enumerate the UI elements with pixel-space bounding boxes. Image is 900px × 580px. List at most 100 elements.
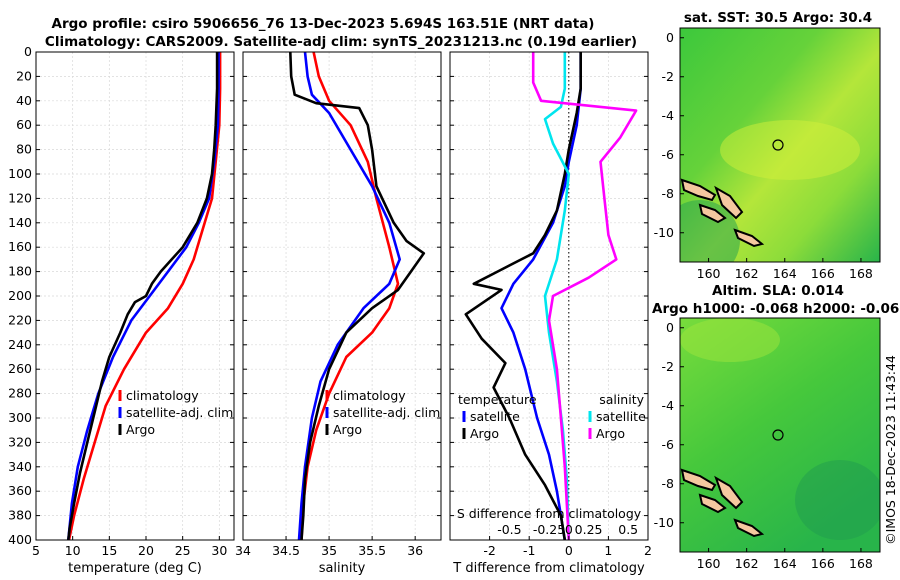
imos-timestamp: ©IMOS 18-Dec-2023 11:43:44	[883, 355, 898, 545]
y-tick-label: 40	[16, 93, 32, 108]
y-tick-label: 200	[8, 288, 32, 303]
series-line-argo	[67, 52, 219, 541]
sla-map-title: Altim. SLA: 0.014	[712, 283, 844, 299]
y-tick-label: 380	[8, 508, 32, 523]
salinity-diff-tick-label: 0.5	[618, 522, 638, 537]
salinity-diff-tick-label: 0.25	[575, 522, 603, 537]
map-y-tick-label: 0	[666, 30, 674, 45]
sla-map-frame	[679, 317, 881, 553]
series-line-climatology	[300, 51, 400, 541]
y-tick-label: 240	[8, 337, 32, 352]
x-axis-label: salinity	[319, 561, 366, 576]
x-tick-label: 10	[65, 543, 81, 558]
x-tick-label: 0	[565, 543, 573, 558]
sst-cool-patch	[680, 200, 740, 262]
sla-map-panel: Altim. SLA: 0.014 Argo h1000: -0.068 h20…	[652, 283, 900, 571]
map-x-tick-label: 168	[849, 266, 873, 281]
x-tick-label: 35.5	[358, 543, 386, 558]
series-line-climatology	[67, 52, 222, 541]
sla-island-2	[698, 493, 727, 514]
sst-island-3	[714, 185, 744, 220]
map-y-tick-label: -4	[662, 108, 675, 123]
y-tick-label: 360	[8, 483, 32, 498]
legend-title-salinity: salinity	[599, 392, 644, 407]
map-y-tick-label: -2	[662, 69, 674, 84]
x-axis-label: T difference from climatology	[452, 561, 645, 576]
y-tick-label: 300	[8, 410, 32, 425]
salinity-diff-tick-label: 0	[565, 522, 573, 537]
x-tick-label: 36	[407, 543, 423, 558]
x-axis-label: temperature (deg C)	[68, 561, 202, 576]
sst-argo-marker	[772, 139, 784, 151]
salinity-diff-label: S difference from climatology	[457, 506, 642, 521]
y-tick-label: 260	[8, 361, 32, 376]
y-tick-label: 340	[8, 459, 32, 474]
x-tick-label: 25	[175, 543, 191, 558]
temperature-panel: 0 20 40 60 80 100 120 140 160 180 200 220 240 260 280 3…	[8, 44, 235, 576]
x-tick-label: 35	[321, 543, 337, 558]
map-y-tick-label: 0	[666, 320, 674, 335]
x-tick-label: -1	[523, 543, 535, 558]
map-y-tick-label: -8	[662, 476, 675, 491]
y-tick-label: 320	[8, 434, 32, 449]
y-tick-label: 220	[8, 312, 32, 327]
salinity-diff-tick-label: -0.25	[533, 522, 565, 537]
y-tick-label: 140	[8, 215, 32, 230]
map-x-tick-label: 166	[811, 266, 835, 281]
x-tick-label: -2	[483, 543, 495, 558]
legend-title-temperature: temperature	[458, 392, 537, 407]
x-tick-label: 1	[604, 543, 612, 558]
y-tick-label: 100	[8, 166, 32, 181]
map-y-tick-label: -8	[662, 186, 675, 201]
y-tick-label: 280	[8, 386, 32, 401]
x-tick-label: 5	[32, 543, 40, 558]
map-y-tick-label: -2	[662, 359, 674, 374]
salinity-panel: 34 34.5 35 35.5 36 salinity climatology satelli…	[235, 51, 442, 576]
y-tick-label: 120	[8, 190, 32, 205]
series-line-satellite-adj--clim	[67, 52, 220, 541]
sla-island-3	[714, 475, 744, 510]
legend-label: satellite	[596, 409, 646, 424]
map-x-tick-label: 162	[735, 266, 759, 281]
y-tick-label: 180	[8, 264, 32, 279]
x-tick-label: 34.5	[272, 543, 300, 558]
map-y-tick-label: -6	[662, 147, 675, 162]
legend-label: climatology	[126, 388, 199, 403]
legend-label: Argo	[126, 422, 155, 437]
legend-label: satellite-adj. clim	[126, 405, 233, 420]
map-y-tick-label: -10	[654, 225, 674, 240]
sst-island-1	[680, 178, 717, 202]
map-y-tick-label: -10	[654, 515, 674, 530]
sst-island-4	[733, 228, 765, 248]
map-x-tick-label: 160	[697, 266, 721, 281]
series-line-argo	[289, 51, 426, 541]
legend-label: Argo	[333, 422, 362, 437]
title-line-1: Argo profile: csiro 5906656_76 13-Dec-20…	[52, 16, 595, 32]
title-line-2: Climatology: CARS2009. Satellite-adj cli…	[45, 34, 637, 50]
x-tick-label: 34	[235, 543, 251, 558]
y-tick-label: 400	[8, 532, 32, 547]
series-line-s-argo	[531, 52, 638, 541]
sla-island-4	[733, 518, 765, 538]
sla-low-patch	[795, 460, 880, 540]
legend-label: climatology	[333, 388, 406, 403]
map-x-tick-label: 164	[773, 266, 797, 281]
sst-map-title: sat. SST: 30.5 Argo: 30.4	[684, 10, 872, 26]
legend-label: Argo	[596, 426, 625, 441]
map-x-tick-label: 166	[811, 556, 835, 571]
difference-panel: -2 -1 0 1 2 T difference from climatology temp…	[449, 51, 652, 576]
sla-argo-marker	[772, 429, 784, 441]
x-tick-label: 15	[101, 543, 117, 558]
sla-high-patch	[680, 318, 780, 362]
legend-label: satellite	[470, 409, 520, 424]
x-tick-label: 2	[644, 543, 652, 558]
sst-warm-patch	[720, 120, 860, 180]
x-tick-label: 30	[211, 543, 227, 558]
legend-label: satellite-adj. clim	[333, 405, 440, 420]
map-x-tick-label: 168	[849, 556, 873, 571]
map-x-tick-label: 160	[697, 556, 721, 571]
y-tick-label: 0	[24, 44, 32, 59]
x-tick-label: 20	[138, 543, 154, 558]
y-tick-label: 80	[16, 142, 32, 157]
